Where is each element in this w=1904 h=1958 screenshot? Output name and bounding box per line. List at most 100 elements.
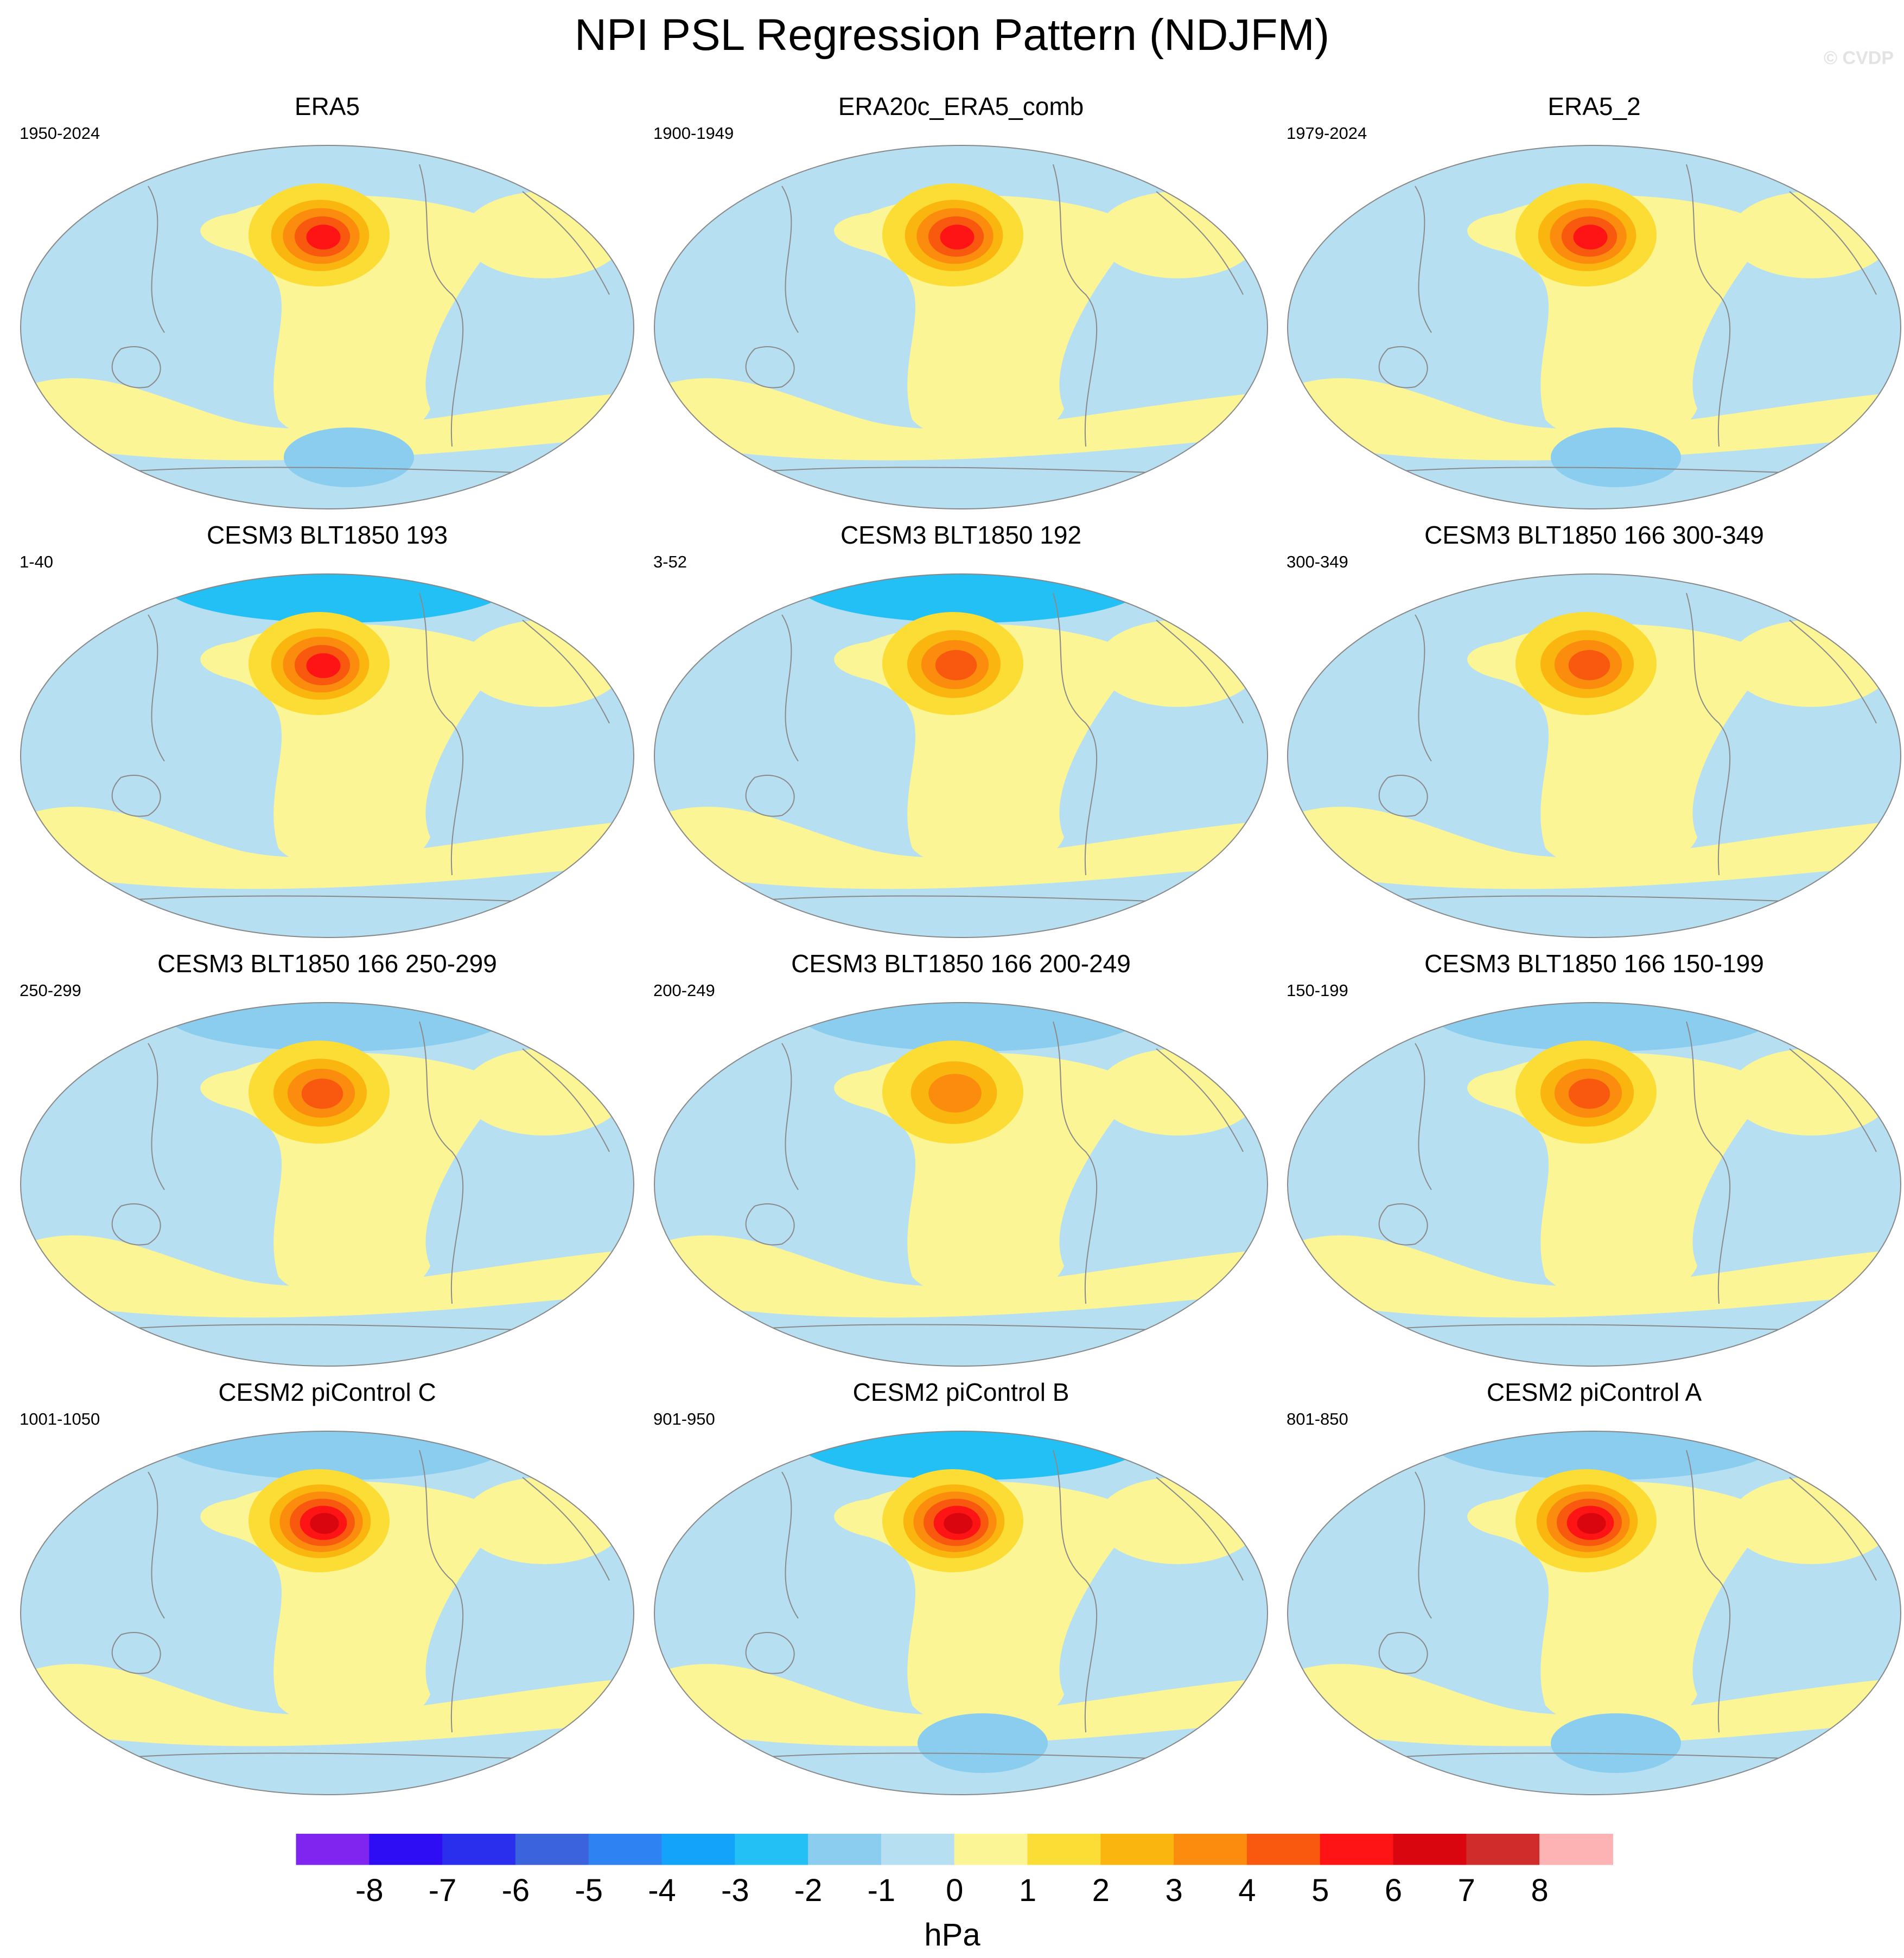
map-panel: CESM3 BLT1850 166 200-249 200-249 [644, 948, 1278, 1377]
panel-title: ERA20c_ERA5_comb [838, 92, 1084, 120]
colorbar-swatch [881, 1834, 955, 1865]
panel-period: 200-249 [653, 981, 715, 1000]
coastline [1366, 895, 1812, 903]
panel-title: CESM2 piControl A [1486, 1378, 1702, 1406]
coastline [522, 620, 610, 724]
colorbar-swatch [588, 1834, 663, 1865]
coastline [1156, 191, 1244, 295]
positive-field-atlantic [463, 620, 626, 707]
coastline [1053, 592, 1098, 876]
positive-field-atlantic [1730, 1477, 1893, 1564]
colorbar-swatch [442, 1834, 516, 1865]
colorbar-tick-label: 5 [1311, 1873, 1329, 1908]
arctic-low [164, 145, 512, 194]
regression-map [1287, 145, 1901, 509]
globe-outline [20, 145, 634, 509]
coastline [419, 592, 464, 876]
map-panel: CESM2 piControl B 901-950 [644, 1377, 1278, 1806]
coastline [99, 467, 545, 474]
panel-period: 1979-2024 [1287, 124, 1367, 143]
coastline [1789, 191, 1877, 295]
coastline [1156, 1477, 1244, 1581]
coastline [733, 895, 1179, 903]
colorbar-tick-label: 6 [1385, 1873, 1402, 1908]
map-panel: CESM3 BLT1850 166 300-349 300-349 [1277, 520, 1904, 948]
regression-map [1287, 1431, 1901, 1795]
npac-high-contour [1577, 1513, 1606, 1534]
positive-band-southern [657, 378, 1265, 461]
npac-high-contour [1568, 1079, 1610, 1109]
panel-period: 1-40 [20, 552, 54, 571]
npac-high-contour [935, 650, 977, 680]
positive-field-atlantic [1097, 192, 1259, 278]
positive-band-southern [23, 1663, 631, 1746]
arctic-low [164, 1431, 512, 1480]
panel-title: CESM3 BLT1850 192 [840, 521, 1082, 549]
npac-high-contour [928, 1074, 982, 1113]
coastline [781, 614, 799, 762]
colorbar-unit-label: hPa [924, 1917, 980, 1953]
coastline [1686, 164, 1731, 447]
regression-map [654, 573, 1268, 938]
colorbar-swatch [808, 1834, 882, 1865]
panel-period: 901-950 [653, 1409, 715, 1428]
npac-high-contour [310, 1513, 339, 1534]
regression-map [654, 1002, 1268, 1367]
regression-map [20, 145, 634, 509]
positive-field-atlantic [1097, 620, 1259, 707]
coastline [781, 186, 799, 333]
colorbar-tick-label: 1 [1019, 1873, 1036, 1908]
coastline [111, 1632, 161, 1674]
coastline [1415, 186, 1432, 333]
coastline [1156, 1048, 1244, 1152]
panel-title: CESM3 BLT1850 193 [206, 521, 448, 549]
panel-title: CESM2 piControl B [852, 1378, 1069, 1406]
positive-band-southern [23, 378, 631, 461]
southern-ocean-low [918, 1713, 1048, 1773]
colorbar-tick-label: 3 [1165, 1873, 1182, 1908]
positive-band-southern [23, 1235, 631, 1318]
regression-map [654, 145, 1268, 509]
npac-high-contour [944, 1513, 973, 1534]
colorbar-tick-label: -6 [502, 1873, 530, 1908]
coastline [1686, 592, 1731, 876]
npac-high-contour [306, 225, 341, 250]
colorbar-tick-label: 8 [1531, 1873, 1548, 1908]
coastline [733, 1752, 1179, 1760]
watermark: © CVDP [1824, 48, 1894, 68]
coastline [733, 1324, 1179, 1331]
arctic-low [164, 1003, 512, 1051]
positive-band-southern [657, 1663, 1265, 1746]
panel-period: 801-850 [1287, 1409, 1348, 1428]
positive-field-atlantic [1730, 192, 1893, 278]
coastline [111, 1203, 161, 1246]
arctic-low [1431, 1431, 1779, 1480]
arctic-low [798, 145, 1145, 194]
coastline [1415, 614, 1432, 762]
coastline [1156, 620, 1244, 724]
map-panel: ERA20c_ERA5_comb 1900-1949 [644, 91, 1278, 520]
panel-period: 1900-1949 [653, 124, 734, 143]
colorbar-tick-label: -8 [355, 1873, 384, 1908]
coastline [1789, 1477, 1877, 1581]
colorbar-swatch [1027, 1834, 1101, 1865]
globe-outline [1287, 573, 1901, 938]
page-title: NPI PSL Regression Pattern (NDJFM) [574, 10, 1330, 60]
regression-map [20, 573, 634, 938]
coastline [522, 191, 610, 295]
map-panel: CESM3 BLT1850 166 250-299 250-299 [10, 948, 645, 1377]
colorbar-tick-label: -1 [868, 1873, 896, 1908]
coastline [1366, 1752, 1812, 1760]
coastline [1378, 346, 1428, 388]
coastline [745, 346, 795, 388]
globe-outline [1287, 145, 1901, 509]
panel-title: ERA5_2 [1548, 92, 1641, 120]
southern-ocean-low [1551, 428, 1681, 487]
globe-outline [20, 1002, 634, 1367]
npac-high-contour [306, 653, 341, 678]
coastline [99, 1324, 545, 1331]
colorbar-swatch [1100, 1834, 1175, 1865]
positive-band-southern [657, 1235, 1265, 1318]
coastline [1378, 1632, 1428, 1674]
coastline [99, 1752, 545, 1760]
